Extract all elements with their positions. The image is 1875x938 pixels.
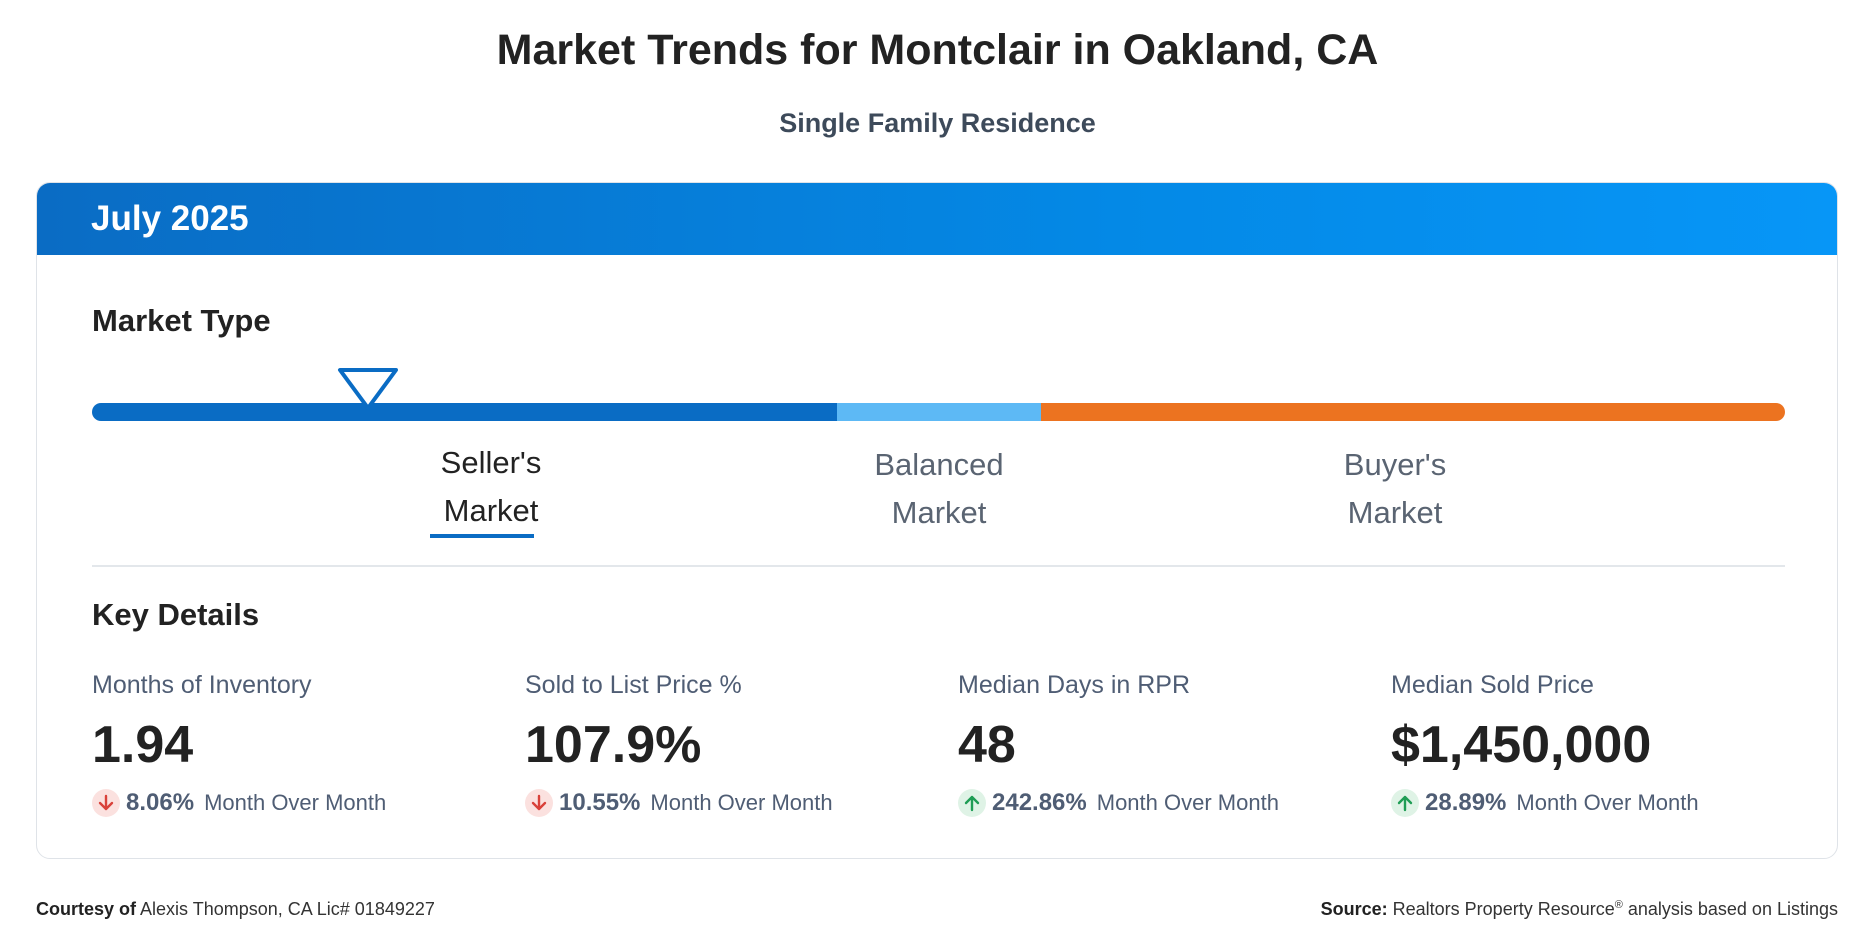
source-text-b: analysis based on Listings <box>1627 899 1838 919</box>
key-detail-months-of-inventory: Months of Inventory 1.94 8.06% Month Ove… <box>92 671 512 819</box>
market-label-buyer[interactable]: Buyer's Market <box>1275 441 1515 537</box>
period-label: July 2025 <box>91 199 249 238</box>
page-title: Market Trends for Montclair in Oakland, … <box>496 26 1379 74</box>
key-detail-value: 1.94 <box>92 716 194 774</box>
meter-segment-seller <box>92 403 837 421</box>
page-subtitle: Single Family Residence <box>779 108 1096 138</box>
market-label-balanced[interactable]: Balanced Market <box>819 441 1059 537</box>
meter-segment-buyer <box>1041 403 1785 421</box>
source-prefix: Source: <box>1320 899 1388 919</box>
key-detail-median-sold-price: Median Sold Price $1,450,000 28.89% Mont… <box>1391 671 1811 819</box>
change-period-label: Month Over Month <box>1516 790 1699 815</box>
market-card: July 2025 Market Type Seller's Market Ba… <box>36 182 1838 859</box>
change-percent: 10.55% <box>559 789 641 816</box>
key-detail-label: Median Sold Price <box>1391 671 1594 699</box>
key-detail-label: Sold to List Price % <box>525 671 742 699</box>
key-detail-change: 242.86% Month Over Month <box>958 787 1378 819</box>
market-label-balanced-line2: Market <box>891 495 987 530</box>
key-detail-median-days-in-rpr: Median Days in RPR 48 242.86% Month Over… <box>958 671 1378 819</box>
change-percent: 28.89% <box>1425 789 1507 816</box>
market-label-seller-line1: Seller's <box>440 445 542 480</box>
key-detail-label: Median Days in RPR <box>958 671 1191 699</box>
source-text-a: Realtors Property Resource <box>1392 899 1615 919</box>
section-divider <box>92 565 1785 567</box>
key-detail-change: 28.89% Month Over Month <box>1391 787 1811 819</box>
market-label-seller[interactable]: Seller's Market <box>371 439 611 535</box>
courtesy-footer: Courtesy of Alexis Thompson, CA Lic# 018… <box>36 899 435 920</box>
change-period-label: Month Over Month <box>1096 790 1279 815</box>
change-period-label: Month Over Month <box>650 790 833 815</box>
source-footer: Source: Realtors Property Resource® anal… <box>1321 899 1838 920</box>
arrow-up-icon <box>958 789 986 817</box>
key-detail-change: 8.06% Month Over Month <box>92 787 512 819</box>
registered-mark: ® <box>1614 899 1623 911</box>
key-detail-change: 10.55% Month Over Month <box>525 787 945 819</box>
market-label-seller-line2: Market <box>443 493 539 528</box>
market-type-meter <box>92 403 1785 421</box>
key-details-heading: Key Details <box>92 597 260 632</box>
key-detail-value: 48 <box>958 716 1016 774</box>
card-header: July 2025 <box>37 183 1837 255</box>
arrow-down-icon <box>525 789 553 817</box>
key-detail-value: 107.9% <box>525 716 702 774</box>
meter-segment-balanced <box>837 403 1041 421</box>
active-market-underline <box>430 534 534 538</box>
arrow-down-icon <box>92 789 120 817</box>
market-type-heading: Market Type <box>92 303 271 338</box>
change-percent: 242.86% <box>992 789 1087 816</box>
key-detail-sold-to-list-price: Sold to List Price % 107.9% 10.55% Month… <box>525 671 945 819</box>
market-label-buyer-line1: Buyer's <box>1343 447 1447 482</box>
arrow-up-icon <box>1391 789 1419 817</box>
courtesy-text: Alexis Thompson, CA Lic# 01849227 <box>140 899 435 919</box>
change-period-label: Month Over Month <box>204 790 387 815</box>
market-label-balanced-line1: Balanced <box>874 447 1004 482</box>
key-detail-value: $1,450,000 <box>1391 716 1652 774</box>
change-percent: 8.06% <box>126 789 195 816</box>
key-detail-label: Months of Inventory <box>92 671 312 699</box>
market-label-buyer-line2: Market <box>1347 495 1443 530</box>
courtesy-prefix: Courtesy of <box>36 899 137 919</box>
market-indicator-icon <box>337 368 398 410</box>
